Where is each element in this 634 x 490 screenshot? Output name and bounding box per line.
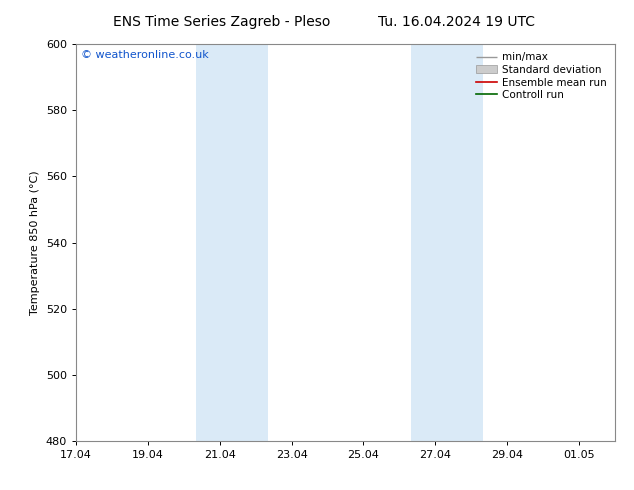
Text: Tu. 16.04.2024 19 UTC: Tu. 16.04.2024 19 UTC	[378, 15, 535, 29]
Bar	[411, 44, 483, 441]
Text: © weatheronline.co.uk: © weatheronline.co.uk	[81, 50, 209, 60]
Text: ENS Time Series Zagreb - Pleso: ENS Time Series Zagreb - Pleso	[113, 15, 330, 29]
Legend: min/max, Standard deviation, Ensemble mean run, Controll run: min/max, Standard deviation, Ensemble me…	[473, 49, 610, 103]
Y-axis label: Temperature 850 hPa (°C): Temperature 850 hPa (°C)	[30, 170, 40, 315]
Bar	[196, 44, 268, 441]
